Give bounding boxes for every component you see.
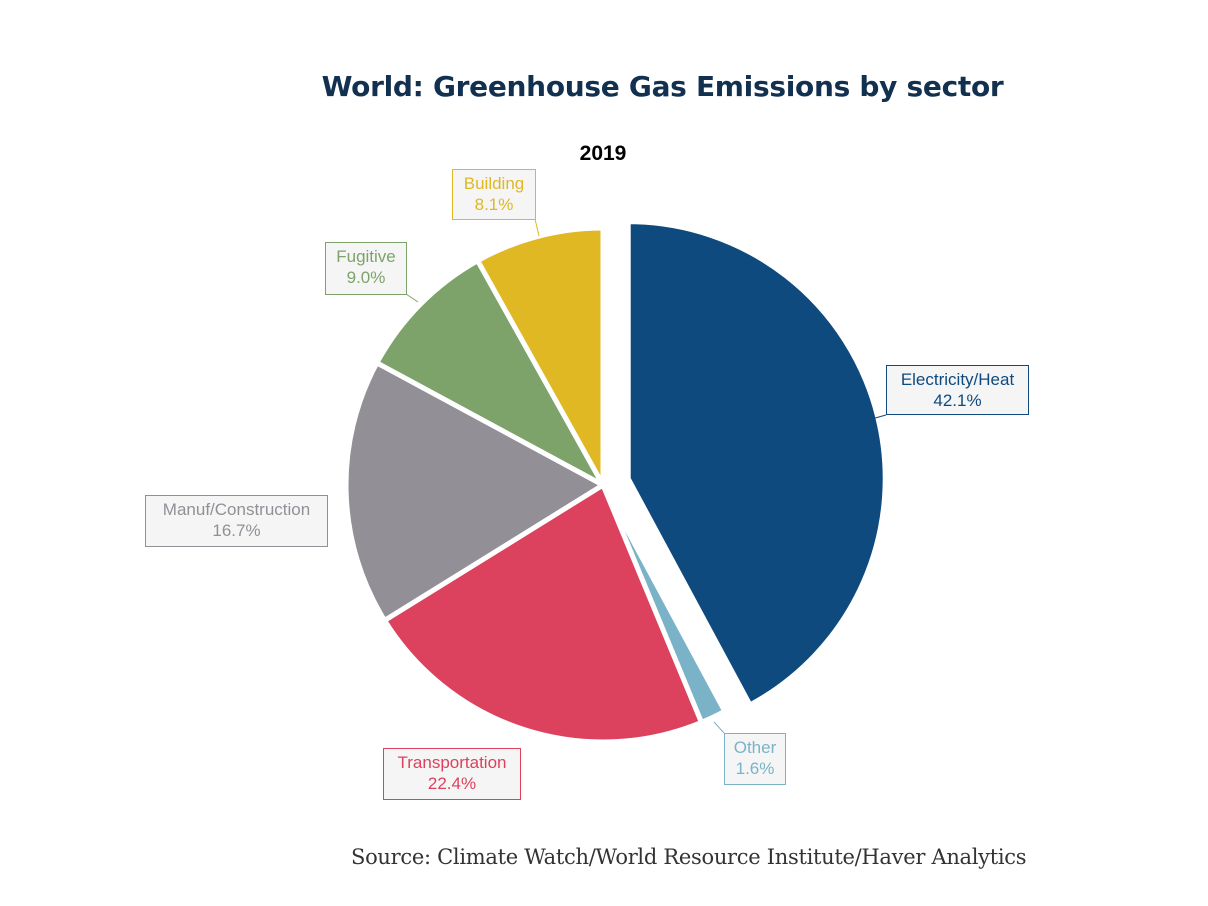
- pie-slice-building: [474, 225, 606, 495]
- pie-slice-manuf-construction: [343, 359, 608, 624]
- data-label-name: Electricity/Heat: [900, 370, 1015, 389]
- leader-line: [534, 218, 540, 237]
- leader-line: [867, 414, 887, 421]
- data-label-value: 42.1%: [933, 391, 982, 410]
- data-label: Transportation 22.4%: [383, 748, 521, 800]
- data-label-name: Transportation: [397, 753, 507, 772]
- data-label-name: Building: [463, 174, 525, 193]
- data-label: Building 8.1%: [452, 169, 536, 220]
- pie-slice-fugitive: [373, 257, 610, 492]
- chart-title: World: Greenhouse Gas Emissions by secto…: [321, 70, 1004, 103]
- data-label: Fugitive 9.0%: [325, 242, 407, 295]
- source-note: Source: Climate Watch/World Resource Ins…: [351, 845, 1027, 869]
- leader-line: [713, 721, 725, 734]
- data-label-value: 9.0%: [346, 268, 386, 287]
- data-label: Other 1.6%: [724, 733, 786, 785]
- data-label-name: Other: [733, 738, 777, 757]
- chart-subtitle: 2019: [579, 142, 627, 165]
- data-label-value: 1.6%: [735, 759, 775, 778]
- data-label-value: 22.4%: [427, 774, 477, 793]
- data-label: Electricity/Heat 42.1%: [886, 365, 1029, 415]
- leader-line: [405, 293, 419, 303]
- data-label-value: 16.7%: [212, 521, 261, 540]
- pie-slice-electricity-heat: [625, 219, 888, 709]
- data-label-value: 8.1%: [474, 195, 514, 214]
- pie-slice-transportation: [381, 481, 705, 745]
- data-label-name: Fugitive: [336, 247, 396, 266]
- data-label-name: Manuf/Construction: [162, 500, 311, 519]
- data-label: Manuf/Construction 16.7%: [145, 495, 328, 547]
